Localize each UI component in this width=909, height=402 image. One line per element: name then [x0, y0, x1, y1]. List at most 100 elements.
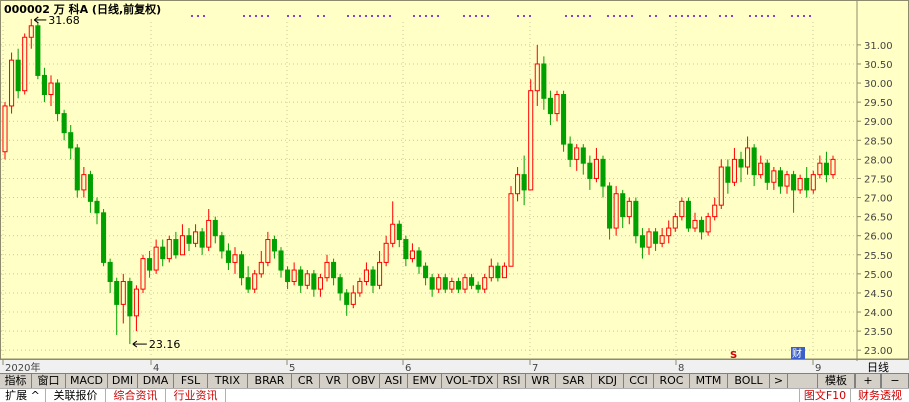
candle [607, 182, 613, 240]
candle [239, 250, 245, 286]
event-dot [613, 15, 615, 17]
x-tick-label: 5 [289, 363, 295, 374]
indicator-tab-kdj[interactable]: KDJ [592, 374, 624, 388]
indicator-tab-fsl[interactable]: FSL [174, 374, 208, 388]
x-tick-label: 7 [532, 363, 538, 374]
candle [291, 262, 297, 286]
event-dot [607, 15, 609, 17]
candle [87, 170, 93, 213]
indicator-tab-rsi[interactable]: RSI [498, 374, 526, 388]
general-news-tab[interactable]: 综合资讯 [106, 389, 166, 402]
expand-arrow-icon: ^ [30, 389, 40, 402]
event-dot [323, 15, 325, 17]
indicator-tab-[interactable]: 窗口 [32, 374, 66, 388]
indicator-tab-emv[interactable]: EMV [408, 374, 442, 388]
event-dot [255, 15, 257, 17]
event-dot [749, 15, 751, 17]
candle [574, 144, 580, 171]
indicator-tab-macd[interactable]: MACD [66, 374, 108, 388]
indicator-tab-voltdx[interactable]: VOL-TDX [442, 374, 498, 388]
candle [475, 281, 481, 293]
candle [403, 235, 409, 267]
cai-marker-box [791, 347, 805, 359]
event-dot [365, 15, 367, 17]
candle [738, 151, 744, 183]
y-tick-label: 27.00 [864, 194, 893, 205]
candle [285, 266, 291, 290]
candle [639, 228, 645, 259]
x-tick-label: 9 [815, 363, 821, 374]
candle [74, 144, 80, 198]
low-price-label: 23.16 [149, 338, 181, 351]
candle [666, 220, 672, 244]
indicator-tab-cr[interactable]: CR [292, 374, 320, 388]
candle [699, 216, 705, 240]
high-price-label: 31.68 [48, 14, 80, 27]
indicator-tab-trix[interactable]: TRIX [208, 374, 248, 388]
candle [101, 208, 107, 267]
indicator-tab-obv[interactable]: OBV [348, 374, 380, 388]
event-dot [469, 15, 471, 17]
candle [377, 250, 383, 290]
indicator-tab-dmi[interactable]: DMI [108, 374, 138, 388]
indicator-tab-asi[interactable]: ASI [380, 374, 408, 388]
indicator-tab-dma[interactable]: DMA [138, 374, 174, 388]
template-tab[interactable]: 模板 [817, 374, 855, 388]
candlestick-chart[interactable]: 31.00 30.50 30.00 29.50 29.00 28.50 28.00 27.50… [1, 1, 909, 374]
candle [416, 247, 422, 274]
candle [758, 155, 764, 179]
event-dot [699, 15, 701, 17]
y-tick-label: 28.00 [864, 155, 893, 166]
zoom-in-button[interactable]: + [855, 374, 881, 388]
event-dot [191, 15, 193, 17]
y-tick-label: 25.50 [864, 251, 893, 262]
period-label[interactable]: 日线 [867, 360, 889, 374]
indicator-tab-[interactable]: 指标 [0, 374, 32, 388]
zoom-out-button[interactable]: − [881, 374, 909, 388]
related-quotes-tab[interactable]: 关联报价 [46, 389, 106, 402]
indicator-tab-wr[interactable]: WR [526, 374, 556, 388]
fast-tab[interactable]: 财务透视 [858, 389, 902, 402]
candle [515, 167, 521, 202]
y-tick-label: 27.50 [864, 174, 893, 185]
candle [179, 224, 185, 256]
event-dot [803, 15, 805, 17]
indicator-tab-cci[interactable]: CCI [624, 374, 654, 388]
chart-panel[interactable]: 31.00 30.50 30.00 29.50 29.00 28.50 28.00 27.50… [0, 0, 909, 374]
candle [455, 277, 461, 293]
event-dot [797, 15, 799, 17]
candle [501, 262, 507, 279]
event-dot [631, 15, 633, 17]
expand-tab[interactable]: 扩展 ^ [0, 389, 46, 402]
event-dot [529, 15, 531, 17]
indicator-tab-roc[interactable]: ROC [654, 374, 690, 388]
indicator-tab-boll[interactable]: BOLL [728, 374, 770, 388]
indicator-tab-brar[interactable]: BRAR [248, 374, 292, 388]
candle [633, 197, 639, 244]
industry-news-tab[interactable]: 行业资讯 [166, 389, 226, 402]
candle [580, 144, 586, 175]
indicator-tab-sar[interactable]: SAR [556, 374, 592, 388]
event-dot [475, 15, 477, 17]
f10-tab[interactable]: 图文F10 [799, 389, 851, 402]
event-dot [249, 15, 251, 17]
candle [653, 228, 659, 251]
candle [271, 235, 277, 259]
candle [409, 243, 415, 263]
event-dot [571, 15, 573, 17]
candle [370, 266, 376, 293]
event-dot [431, 15, 433, 17]
candle [804, 167, 810, 198]
indicator-tab-vr[interactable]: VR [320, 374, 348, 388]
candle [462, 273, 468, 293]
indicator-tab-[interactable]: > [770, 374, 788, 388]
candle [528, 79, 534, 191]
candle [541, 56, 547, 110]
indicator-tab-mtm[interactable]: MTM [690, 374, 728, 388]
candles-group [2, 18, 836, 345]
candle [94, 197, 100, 225]
low-arrow-icon [132, 340, 138, 348]
candle [107, 258, 113, 293]
event-dot [583, 15, 585, 17]
